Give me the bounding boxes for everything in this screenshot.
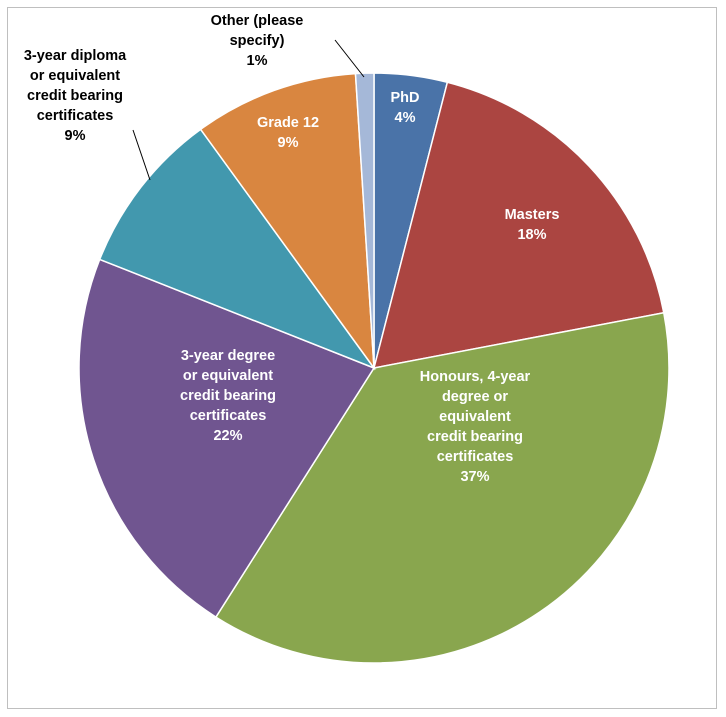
slice-label-line: specify) [230,33,285,49]
slice-label-2: Masters 18% [505,207,560,243]
slice-label-line: PhD [391,90,420,106]
pie-slice-5 [98,128,377,370]
slice-label-line: Masters [505,207,560,223]
slice-label-1: PhD 4% [391,90,420,126]
slice-percent: 9% [278,135,299,151]
slice-percent: 22% [213,428,242,444]
pie-slice-3 [214,311,670,664]
slice-label-line: 3-year degree [181,348,275,364]
leader-line-7 [334,39,365,78]
slice-percent: 37% [460,469,489,485]
slice-label-line: or equivalent [183,368,273,384]
slice-label-line: certificates [190,408,267,424]
pie-slice-6 [199,72,375,371]
pie-slice-4 [78,258,376,619]
slice-label-4: 3-year degree or equivalent credit bearing… [180,348,276,444]
slice-label-line: certificates [437,449,514,465]
slice-label-line: credit bearing [180,388,276,404]
slice-percent: 1% [247,53,268,69]
slice-label-line: 3-year diploma [24,48,127,64]
pie-slice-7 [354,72,375,369]
slice-label-5: 3-year diploma or equivalent credit bearin… [24,48,127,144]
leader-line-5 [132,129,151,181]
pie-slice-2 [372,81,665,369]
slice-percent: 18% [517,227,546,243]
slice-label-6: Grade 12 9% [257,115,319,151]
slice-label-line: Grade 12 [257,115,319,131]
slice-label-line: credit bearing [27,88,123,104]
slice-label-line: or equivalent [30,68,120,84]
pie-slices [78,72,670,664]
slice-percent: 9% [65,128,86,144]
slice-label-7: Other (please specify) 1% [211,13,304,69]
slice-label-3: Honours, 4-year degree or equivalent credit… [420,369,531,485]
slice-label-line: Other (please [211,13,304,29]
slice-label-line: certificates [37,108,114,124]
slice-label-line: credit bearing [427,429,523,445]
slice-label-line: equivalent [439,409,511,425]
slice-percent: 4% [395,110,416,126]
slice-label-line: Honours, 4-year [420,369,531,385]
pie-labels: PhD 4% Masters 18% Honours, 4-year degree or e… [24,13,560,485]
slice-label-line: degree or [442,389,508,405]
